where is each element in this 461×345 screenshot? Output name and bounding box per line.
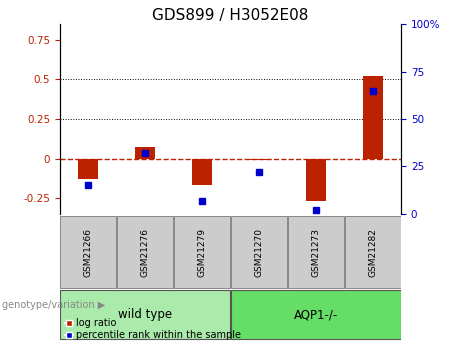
- Bar: [174, 216, 230, 288]
- Legend: log ratio, percentile rank within the sample: log ratio, percentile rank within the sa…: [65, 318, 242, 340]
- Bar: [192, 159, 212, 186]
- Title: GDS899 / H3052E08: GDS899 / H3052E08: [152, 8, 309, 23]
- Bar: [231, 216, 287, 288]
- Text: GSM21282: GSM21282: [368, 228, 377, 277]
- Bar: [249, 159, 269, 160]
- Bar: [135, 148, 155, 159]
- Bar: [60, 290, 230, 339]
- Text: wild type: wild type: [118, 308, 172, 321]
- Text: AQP1-/-: AQP1-/-: [294, 308, 338, 321]
- Text: GSM21276: GSM21276: [141, 228, 150, 277]
- Bar: [363, 76, 383, 159]
- Bar: [78, 159, 98, 179]
- Text: genotype/variation ▶: genotype/variation ▶: [2, 300, 106, 310]
- Bar: [306, 159, 326, 201]
- Bar: [231, 290, 401, 339]
- Text: GSM21273: GSM21273: [311, 228, 320, 277]
- Bar: [118, 216, 173, 288]
- Bar: [60, 216, 116, 288]
- Bar: [288, 216, 343, 288]
- Bar: [345, 216, 401, 288]
- Text: GSM21266: GSM21266: [84, 228, 93, 277]
- Text: GSM21279: GSM21279: [198, 228, 207, 277]
- Text: GSM21270: GSM21270: [254, 228, 263, 277]
